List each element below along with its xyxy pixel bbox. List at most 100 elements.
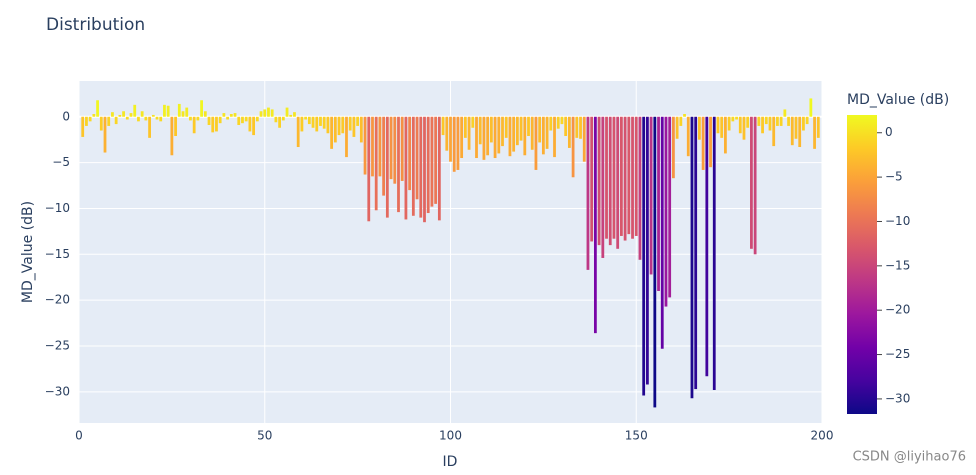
x-tick-label: 200: [811, 429, 834, 443]
bar: [229, 114, 233, 117]
bar: [426, 116, 430, 214]
bar: [437, 116, 441, 221]
bar: [541, 116, 545, 155]
bar: [619, 116, 623, 236]
bar: [274, 116, 278, 123]
bar: [527, 116, 530, 137]
bar: [125, 116, 129, 120]
bar: [415, 116, 419, 200]
bar: [653, 116, 657, 408]
y-axis-label: MD_Value (dB): [20, 201, 36, 303]
bar: [646, 116, 649, 385]
bar: [174, 116, 177, 137]
bar: [508, 116, 512, 157]
bar: [389, 116, 393, 180]
bar: [790, 116, 794, 146]
bar: [311, 116, 315, 128]
bar: [330, 116, 334, 149]
y-tick-label: −5: [52, 155, 70, 169]
bar: [731, 116, 735, 122]
bar: [304, 116, 308, 120]
bar: [768, 116, 772, 131]
bar: [593, 116, 597, 334]
bar: [519, 116, 523, 141]
bar: [504, 116, 508, 138]
bar: [724, 116, 727, 154]
bar: [393, 116, 397, 184]
bar: [772, 116, 776, 147]
colorbar-title: MD_Value (dB): [847, 92, 949, 108]
bar: [296, 116, 300, 148]
bar: [634, 116, 638, 236]
x-axis-label: ID: [443, 454, 458, 470]
bar: [753, 116, 757, 255]
bar: [512, 116, 516, 152]
bar: [642, 116, 646, 396]
bar: [289, 114, 293, 117]
bar: [434, 116, 438, 204]
bar: [244, 116, 248, 122]
bar: [601, 116, 605, 258]
bar: [196, 116, 200, 121]
bar: [411, 116, 415, 216]
bar: [133, 104, 137, 117]
bar: [267, 107, 270, 117]
bar: [155, 116, 159, 120]
bar: [813, 116, 816, 149]
bar: [207, 116, 211, 126]
bar: [493, 116, 497, 159]
bar: [211, 116, 215, 133]
bar: [746, 116, 750, 128]
bar: [322, 116, 326, 129]
bar: [445, 116, 449, 151]
bar: [460, 116, 464, 159]
bar: [170, 116, 174, 156]
bar: [649, 116, 653, 275]
bar: [679, 116, 683, 126]
bars: [81, 98, 820, 408]
watermark: CSDN @liyihao76: [853, 450, 966, 465]
bar: [419, 116, 423, 218]
bar: [553, 116, 556, 158]
bar: [430, 116, 434, 207]
colorbar-tick-label: −20: [885, 303, 910, 317]
bar: [742, 116, 746, 140]
chart-title: Distribution: [46, 15, 145, 35]
bar: [263, 109, 267, 117]
colorbar-tick-label: 0: [885, 125, 893, 139]
x-tick-label: 150: [625, 429, 648, 443]
bar: [192, 116, 196, 134]
bar: [605, 116, 608, 239]
bar: [582, 116, 586, 162]
bar: [757, 116, 761, 126]
bar: [698, 116, 701, 140]
bar: [385, 116, 389, 218]
bar: [293, 112, 296, 117]
bar: [530, 116, 534, 150]
bar: [683, 114, 686, 117]
bar: [597, 116, 601, 246]
bar: [203, 111, 207, 117]
bar: [81, 116, 85, 137]
bar: [690, 116, 694, 399]
bar: [515, 116, 519, 146]
bar: [816, 116, 820, 138]
bar: [764, 116, 768, 125]
bar: [333, 116, 337, 143]
bar: [787, 116, 790, 126]
bar: [727, 116, 731, 131]
bar: [374, 116, 378, 211]
bar: [579, 116, 582, 139]
bar: [363, 116, 367, 175]
bar: [348, 116, 352, 131]
bar: [378, 116, 382, 177]
y-tick-label: −25: [45, 338, 70, 352]
bar: [735, 116, 738, 120]
bar: [226, 116, 229, 120]
bar: [144, 116, 148, 121]
bar: [556, 116, 560, 129]
bar: [118, 114, 122, 117]
bar: [107, 116, 111, 126]
bar: [668, 116, 672, 298]
bar: [285, 107, 289, 117]
